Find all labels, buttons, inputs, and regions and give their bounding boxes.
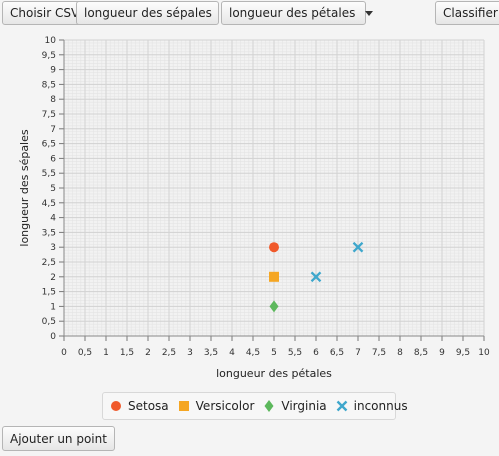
data-point-versicolor	[269, 271, 279, 282]
data-point-setosa	[269, 242, 279, 253]
y-axis-select-value: longueur des pétales	[229, 6, 356, 20]
classify-label: Classifier	[443, 6, 498, 20]
chevron-down-icon	[365, 10, 374, 16]
add-point-button[interactable]: Ajouter un point	[2, 426, 115, 451]
y-tick-label: 7,5	[42, 110, 56, 120]
data-point-inconnus	[352, 241, 364, 253]
x-axis-select[interactable]: longueur des sépales	[76, 1, 230, 25]
legend-label: Setosa	[128, 399, 169, 413]
add-point-label: Ajouter un point	[10, 431, 107, 446]
x-tick-label: 4,5	[246, 348, 260, 358]
legend-item-virginia: Virginia	[262, 399, 327, 413]
classify-button[interactable]: Classifier	[435, 1, 499, 25]
x-tick-label: 10	[478, 348, 490, 358]
y-tick-label: 9	[50, 66, 56, 76]
x-tick-label: 6	[313, 348, 319, 358]
scatter-chart: 0 0,5 1 1,5 2 2,5 3 3,5 4 4,5 5 5,5 6 6,5 7 7,5 8 8,5 9 9,5…	[18, 36, 490, 380]
choose-csv-button[interactable]: Choisir CSV	[2, 1, 88, 25]
legend-item-setosa: Setosa	[109, 399, 169, 413]
y-tick-label: 1	[50, 302, 56, 312]
cross-icon	[336, 400, 347, 412]
x-tick-label: 1,5	[120, 348, 134, 358]
y-tick-label: 4	[50, 214, 56, 224]
x-tick-label: 7	[355, 348, 361, 358]
x-tick-label: 9,5	[456, 348, 470, 358]
legend-symbol	[178, 401, 189, 411]
x-tick-label: 2,5	[162, 348, 176, 358]
choose-csv-label: Choisir CSV	[10, 6, 80, 20]
legend-label: Versicolor	[195, 399, 255, 413]
x-axis-select-value: longueur des sépales	[84, 6, 212, 20]
legend-symbol	[336, 400, 347, 412]
y-tick-label: 9,5	[42, 51, 56, 61]
y-tick-label: 1,5	[42, 288, 56, 298]
x-tick-label: 3	[187, 348, 193, 358]
x-axis-title: longueur des pétales	[216, 367, 332, 380]
y-tick-label: 7	[50, 125, 56, 135]
x-tick-label: 3,5	[204, 348, 218, 358]
legend-symbol	[111, 401, 121, 411]
y-tick-label: 10	[45, 36, 57, 46]
x-tick-label: 0	[61, 348, 67, 358]
y-axis-select[interactable]: longueur des pétales	[221, 1, 374, 25]
legend-label: inconnus	[353, 399, 408, 413]
x-tick-label: 9	[439, 348, 445, 358]
legend-label: Virginia	[281, 399, 327, 413]
legend-item-versicolor: Versicolor	[177, 399, 255, 413]
y-tick-label: 0	[50, 332, 56, 342]
data-point-inconnus	[310, 271, 322, 283]
x-tick-label: 4	[229, 348, 235, 358]
y-tick-label: 6,5	[42, 140, 56, 150]
y-tick-label: 2	[50, 273, 56, 283]
x-tick-label: 0,5	[78, 348, 92, 358]
square-icon	[178, 401, 189, 411]
x-tick-label: 1	[103, 348, 109, 358]
x-tick-label: 2	[145, 348, 151, 358]
circle-icon	[111, 401, 121, 411]
diamond-icon	[264, 400, 274, 412]
y-tick-label: 2,5	[42, 258, 56, 268]
y-tick-label: 8,5	[42, 80, 56, 90]
x-tick-label: 8	[397, 348, 403, 358]
chart-legend: Setosa Versicolor Virginia inconnus	[102, 392, 408, 420]
legend-symbol	[264, 400, 274, 412]
y-tick-label: 6	[50, 154, 56, 164]
x-tick-label: 6,5	[330, 348, 344, 358]
y-tick-label: 3,5	[42, 228, 56, 238]
y-tick-label: 5	[50, 184, 56, 194]
y-tick-label: 3	[50, 243, 56, 253]
y-tick-label: 0,5	[42, 317, 56, 327]
data-point-virginia	[269, 300, 279, 313]
y-tick-label: 8	[50, 95, 56, 105]
legend-item-inconnus: inconnus	[335, 399, 408, 413]
x-tick-label: 7,5	[372, 348, 386, 358]
x-tick-label: 5	[271, 348, 277, 358]
x-tick-label: 5,5	[288, 348, 302, 358]
x-tick-label: 8,5	[414, 348, 428, 358]
y-tick-label: 4,5	[42, 199, 56, 209]
y-axis-title: longueur des sépales	[18, 129, 31, 246]
y-tick-label: 5,5	[42, 169, 56, 179]
